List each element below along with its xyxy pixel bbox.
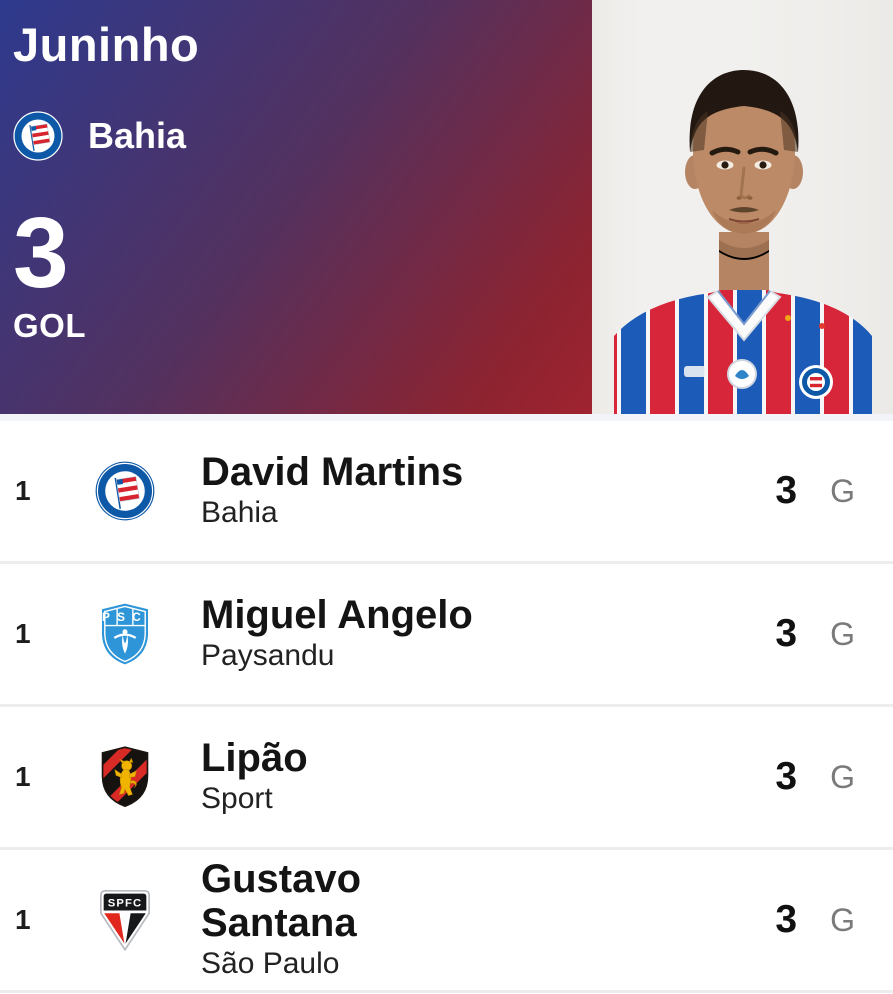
hero-team-name: Bahia [88, 115, 187, 157]
rank-label: 1 [15, 618, 31, 649]
rank-label: 1 [15, 904, 31, 935]
hero-stat-value: 3 [13, 197, 70, 310]
bahia-club-badge-icon [13, 111, 63, 161]
goals-unit: G [830, 472, 855, 509]
scorer-row-gustavo-santana[interactable]: 1 SPFC Gustavo Santana São Paulo 3 G [0, 850, 893, 990]
row-divider [0, 990, 893, 993]
goals-stat: 3 G [775, 898, 893, 942]
player-info: Gustavo Santana São Paulo [201, 857, 501, 983]
hero-player-photo [592, 0, 893, 414]
goals-stat: 3 G [775, 469, 893, 513]
section-divider [0, 414, 893, 421]
player-info: Lipão Sport [201, 736, 501, 818]
rank-label: 1 [15, 475, 31, 506]
hero-info-panel: Juninho [0, 0, 592, 414]
goals-value: 3 [775, 469, 798, 512]
player-name: Miguel Angelo [201, 593, 473, 637]
goals-stat: 3 G [775, 612, 893, 656]
rank-label: 1 [15, 761, 31, 792]
goals-value: 3 [775, 612, 798, 655]
goals-value: 3 [775, 898, 798, 941]
goals-unit: G [830, 901, 855, 938]
bahia-club-badge-icon [95, 459, 155, 523]
scorer-row-david-martins[interactable]: 1 David Martins Bahia [0, 421, 893, 561]
scorer-row-lipao[interactable]: 1 [0, 707, 893, 847]
sao-paulo-club-badge-icon: SPFC [95, 888, 155, 952]
player-team: São Paulo [201, 947, 340, 980]
hero-team-row: Bahia [13, 111, 578, 161]
row-divider [0, 847, 893, 850]
paysandu-letters: PSC [102, 611, 148, 624]
top-scorer-hero-card: Juninho [0, 0, 893, 414]
player-name: Gustavo Santana [201, 857, 362, 945]
goals-value: 3 [775, 755, 798, 798]
row-divider [0, 561, 893, 564]
goals-unit: G [830, 615, 855, 652]
hero-stat-label: GOL [13, 307, 86, 345]
sport-club-badge-icon [95, 745, 155, 809]
player-name: David Martins [201, 450, 464, 494]
player-name: Lipão [201, 736, 308, 780]
spfc-letters: SPFC [108, 898, 142, 910]
player-team: Bahia [201, 496, 278, 529]
row-divider [0, 704, 893, 707]
player-team: Sport [201, 782, 273, 815]
player-info: Miguel Angelo Paysandu [201, 593, 501, 675]
player-info: David Martins Bahia [201, 450, 501, 532]
top-scorers-list: 1 David Martins Bahia [0, 421, 893, 993]
goals-unit: G [830, 758, 855, 795]
player-team: Paysandu [201, 639, 335, 672]
scorer-row-miguel-angelo[interactable]: 1 PSC Miguel Angelo Paysandu 3 G [0, 564, 893, 704]
hero-player-name: Juninho [13, 18, 200, 71]
goals-stat: 3 G [775, 755, 893, 799]
paysandu-club-badge-icon: PSC [95, 602, 155, 666]
